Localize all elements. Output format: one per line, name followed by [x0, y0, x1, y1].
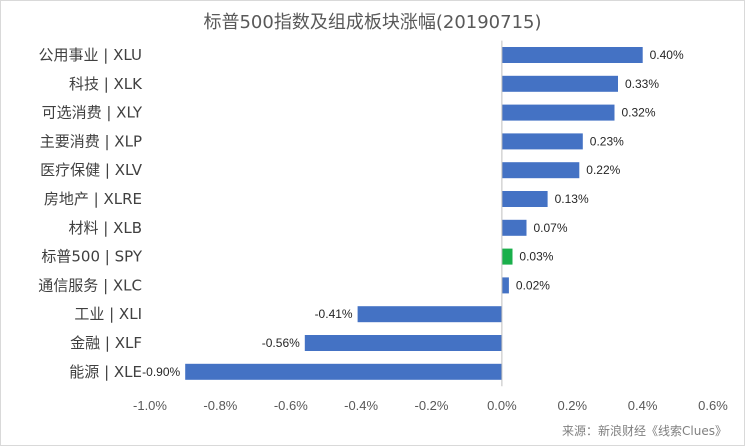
bar [501, 219, 527, 236]
category-label: 金融 | XLF [70, 334, 142, 352]
value-label: 0.07% [534, 221, 568, 235]
x-tick-label: 0.2% [557, 398, 587, 413]
category-label: 能源 | XLE [69, 363, 142, 381]
category-label: 医疗保健 | XLV [40, 161, 143, 179]
x-tick-label: -0.8% [203, 398, 237, 413]
value-label: 0.22% [586, 163, 620, 177]
bar [501, 75, 618, 92]
bar [501, 104, 615, 121]
category-label: 通信服务 | XLC [38, 276, 142, 294]
bar [501, 47, 643, 63]
chart-title: 标普500指数及组成板块涨幅(20190715) [203, 12, 542, 33]
value-label: 0.02% [516, 278, 550, 292]
x-tick-label: 0.4% [628, 398, 658, 413]
bar [501, 277, 509, 294]
x-tick-label: -0.6% [274, 398, 308, 413]
value-label: 0.13% [555, 192, 589, 206]
bar [501, 133, 583, 150]
value-label: -0.90% [142, 365, 180, 379]
category-label: 房地产 | XLRE [44, 190, 142, 208]
value-label: -0.56% [262, 336, 300, 350]
value-label: 0.03% [519, 250, 553, 264]
value-label: 0.40% [650, 48, 684, 62]
source-note: 来源：新浪财经《线索Clues》 [562, 424, 727, 438]
x-tick-label: 0.0% [487, 398, 517, 413]
bar [304, 335, 502, 351]
bar [501, 162, 580, 179]
x-tick-label: 0.6% [698, 398, 728, 413]
bars-group [185, 47, 643, 380]
value-label: 0.23% [590, 134, 624, 148]
x-tick-labels-group: -1.0% -0.8% -0.6% -0.4% -0.2% 0.0% 0.2% 0.4% 0.6… [133, 398, 728, 413]
x-tick-label: -0.4% [344, 398, 378, 413]
category-label: 主要消费 | XLP [40, 132, 142, 150]
category-label: 材料 | XLB [68, 219, 142, 237]
bar [357, 306, 502, 323]
x-tick-label: -0.2% [415, 398, 449, 413]
x-tick-label: -1.0% [133, 398, 167, 413]
category-labels-group: 公用事业 | XLU 科技 | XLK 可选消费 | XLY 主要消费 | XLP 医疗… [38, 46, 143, 381]
category-label: 可选消费 | XLY [42, 104, 143, 122]
bar [185, 363, 502, 380]
category-label: 工业 | XLI [74, 305, 142, 323]
category-label: 科技 | XLK [69, 75, 143, 93]
value-label: -0.41% [315, 307, 353, 321]
bar [501, 191, 548, 207]
value-label: 0.32% [622, 106, 656, 120]
category-label: 公用事业 | XLU [39, 46, 142, 64]
value-label: 0.33% [625, 77, 659, 91]
value-labels-group: 0.40% 0.33% 0.32% 0.23% 0.22% 0.13% 0.07% 0.03%… [142, 48, 684, 379]
bar [501, 248, 513, 265]
category-label: 标普500 | SPY [41, 248, 142, 266]
